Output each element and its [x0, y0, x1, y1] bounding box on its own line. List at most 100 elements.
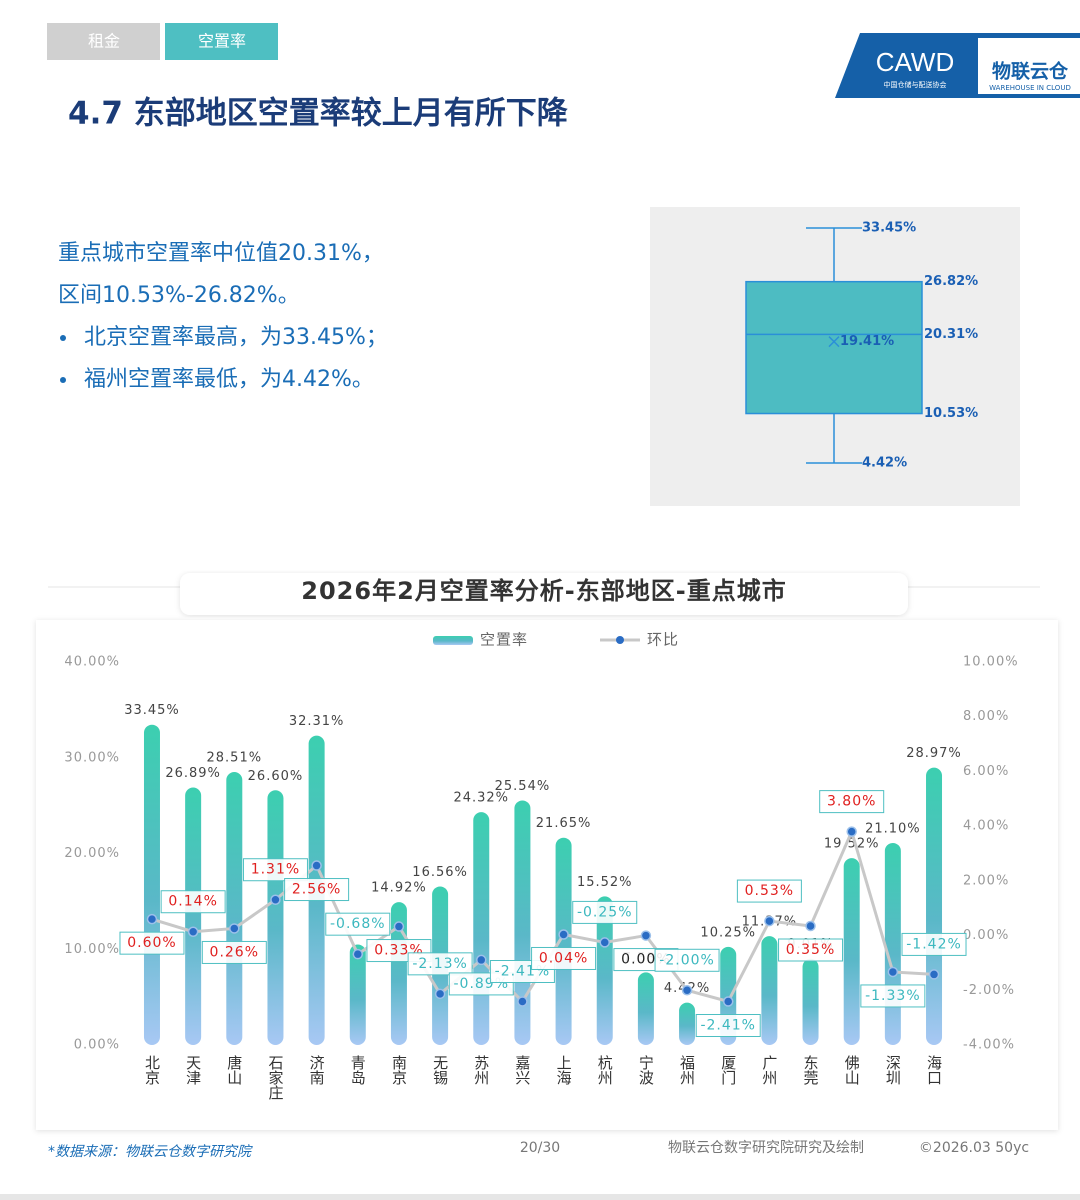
- x-tick-label: 石家庄: [266, 1055, 284, 1100]
- line-point: [928, 969, 940, 980]
- label-box: [160, 890, 226, 914]
- label-box: [736, 879, 802, 903]
- line-label: 3.80%: [827, 794, 876, 810]
- y-tick-label: 0.00%: [74, 1038, 120, 1053]
- x-tick-label: 福州: [678, 1055, 696, 1085]
- line-label: 0.53%: [745, 883, 794, 899]
- x-tick-label: 嘉兴: [513, 1055, 531, 1085]
- logo-text: CAWD: [876, 47, 954, 77]
- x-tick-label: 南京: [390, 1055, 408, 1086]
- line-label: 2.56%: [292, 882, 341, 898]
- bullet-dot: [60, 335, 66, 341]
- line-point: [640, 930, 652, 941]
- bar-label: 14.92%: [371, 881, 427, 896]
- x-tick-label: 海口: [925, 1055, 943, 1085]
- y2-tick-label: -4.00%: [963, 1038, 1015, 1053]
- bottom-strip: [0, 1194, 1080, 1200]
- line-point: [846, 826, 857, 837]
- line-label: -0.25%: [577, 904, 633, 920]
- x-tick-label: 天津: [184, 1055, 202, 1085]
- bar: [802, 958, 819, 1045]
- line-point: [311, 860, 322, 871]
- line-point: [229, 923, 240, 934]
- bar: [555, 837, 572, 1045]
- legend-swatch: [616, 636, 624, 644]
- bar: [267, 790, 284, 1045]
- line-point: [764, 915, 775, 927]
- box-label: 10.53%: [924, 406, 978, 421]
- line-point: [887, 966, 899, 978]
- bar-label: 33.45%: [124, 703, 180, 718]
- line-label: -2.00%: [659, 952, 715, 968]
- summary-bullet: 北京空置率最高，为33.45%；: [84, 325, 388, 350]
- label-box: [531, 946, 597, 970]
- y-tick-label: 10.00%: [64, 942, 120, 957]
- bar-label: 16.56%: [412, 865, 468, 880]
- label-box: [201, 940, 267, 964]
- line-label: 0.60%: [127, 935, 176, 951]
- x-tick-label: 唐山: [225, 1055, 243, 1085]
- source: *数据来源：物联云仓数字研究院: [48, 1144, 253, 1160]
- y-tick-label: 30.00%: [64, 750, 120, 765]
- logo-brand: 物联云仓: [992, 60, 1069, 83]
- x-tick-label: 北京: [143, 1055, 161, 1086]
- boxplot: 19.41% 4.42% 33.45% 10.53% 20.31% 26.82%: [745, 221, 978, 471]
- x-tick-label: 杭州: [596, 1055, 614, 1085]
- bar-label: 26.89%: [165, 766, 221, 781]
- bar-label: 10.25%: [700, 925, 756, 940]
- label-box: [572, 900, 638, 924]
- line-label: -1.33%: [865, 988, 921, 1004]
- line-point: [558, 929, 569, 940]
- x-tick-label: 无锡: [431, 1055, 449, 1085]
- box-label: 33.45%: [862, 221, 916, 236]
- x-tick-label: 济南: [308, 1055, 326, 1085]
- line-point: [146, 913, 158, 925]
- label-box: [242, 858, 308, 882]
- chart-title: 2026年2月空置率分析-东部地区-重点城市: [301, 577, 786, 605]
- bar: [349, 944, 366, 1045]
- line-label: 0.26%: [210, 944, 259, 960]
- bar-label: 15.52%: [577, 875, 633, 890]
- x-tick-label: 厦门: [719, 1055, 737, 1086]
- y-tick-label: 40.00%: [64, 655, 120, 670]
- line-label: -0.68%: [330, 916, 386, 932]
- line-point: [187, 926, 199, 937]
- legend-label: 空置率: [480, 631, 528, 649]
- label-box: [284, 878, 350, 902]
- credit: 物联云仓数字研究院研究及绘制: [668, 1140, 864, 1156]
- bar: [926, 767, 943, 1045]
- x-tick-label: 上海: [555, 1055, 573, 1085]
- bar: [143, 724, 160, 1045]
- line-point: [352, 948, 364, 960]
- box-label: 26.82%: [924, 274, 978, 289]
- chart-title-pill: [180, 573, 908, 615]
- y-tick-label: 20.00%: [64, 846, 120, 861]
- page-number: 20/30: [520, 1140, 560, 1156]
- line-label: 0.14%: [168, 894, 217, 910]
- summary-bullet: 福州空置率最低，为4.42%。: [84, 367, 374, 392]
- bar: [679, 1002, 696, 1045]
- combo-chart: 0.00% 10.00% 20.00% 30.00% 40.00% -4.00% -2.00…: [64, 631, 1017, 1101]
- tab-label: 空置率: [198, 32, 246, 51]
- line-point: [681, 985, 693, 996]
- label-box: [119, 931, 185, 955]
- bar-label: 21.10%: [865, 821, 921, 836]
- line-point: [434, 988, 446, 1000]
- bar: [843, 858, 860, 1045]
- legend-label: 环比: [647, 631, 679, 649]
- y2-tick-label: 8.00%: [963, 709, 1009, 724]
- bar: [226, 772, 243, 1045]
- line-point: [722, 996, 734, 1007]
- summary-line: 区间10.53%-26.82%。: [58, 283, 300, 308]
- line-label: 0.04%: [539, 950, 588, 966]
- y2-tick-label: 0.00%: [963, 928, 1009, 943]
- label-box: [325, 912, 391, 936]
- bar: [185, 787, 202, 1045]
- logo-brand-bg: [978, 38, 1080, 94]
- y2-tick-label: -2.00%: [963, 983, 1015, 998]
- line-label: -1.42%: [906, 936, 962, 952]
- line-label: -2.13%: [412, 956, 468, 972]
- bar-label: 28.51%: [207, 751, 263, 766]
- line-point: [476, 954, 487, 966]
- label-box: [819, 790, 885, 814]
